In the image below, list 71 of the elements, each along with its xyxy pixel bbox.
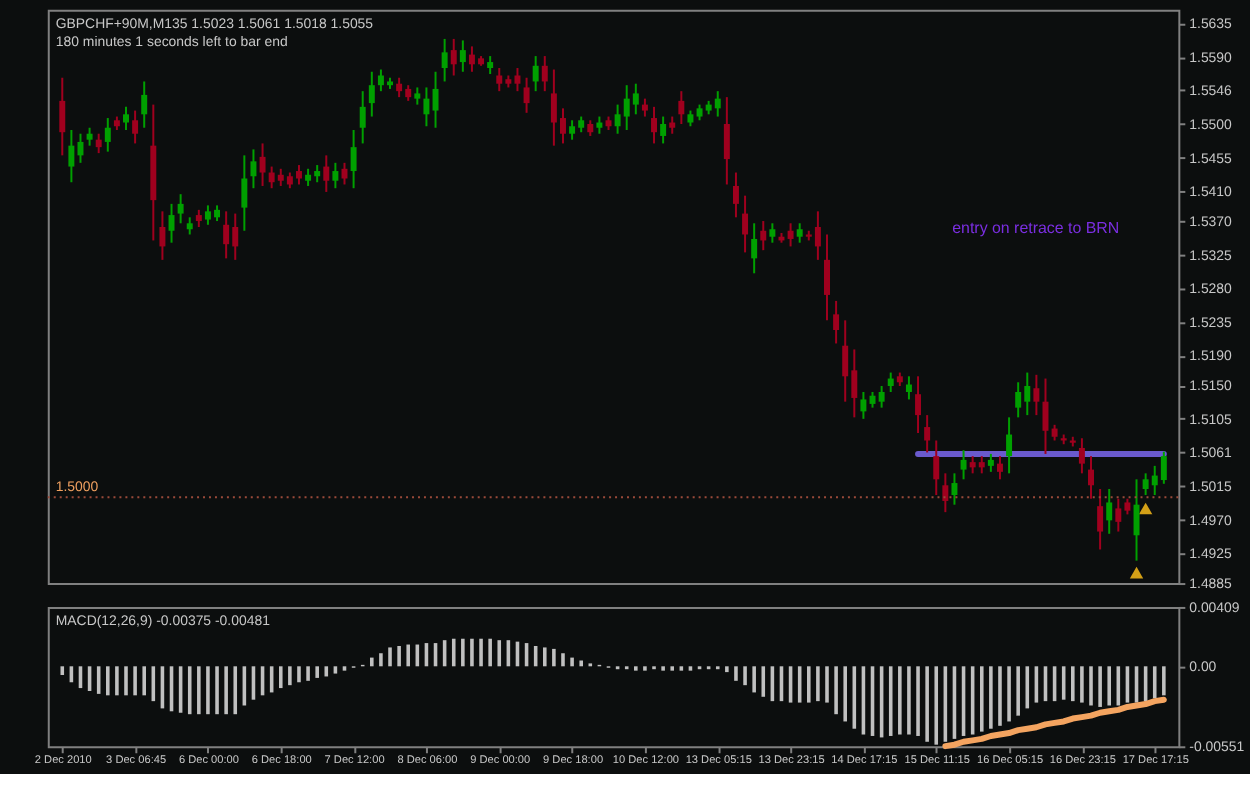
candlestick bbox=[760, 220, 767, 252]
candlestick bbox=[459, 39, 466, 73]
candlestick bbox=[878, 385, 885, 409]
candlestick bbox=[423, 86, 430, 128]
candlestick bbox=[159, 210, 166, 261]
candlestick bbox=[1006, 416, 1013, 475]
candlestick bbox=[1033, 373, 1040, 417]
candlestick bbox=[632, 82, 639, 116]
candlestick bbox=[887, 371, 894, 393]
candlestick bbox=[95, 132, 102, 155]
candlestick bbox=[450, 37, 457, 77]
candlestick bbox=[1133, 478, 1140, 562]
candlestick bbox=[1078, 437, 1085, 475]
candlestick bbox=[1097, 488, 1104, 551]
candlestick bbox=[678, 90, 685, 126]
candlestick bbox=[833, 299, 840, 345]
candlestick bbox=[1088, 455, 1094, 500]
candlestick bbox=[860, 390, 867, 420]
candlestick bbox=[359, 90, 366, 145]
candlestick bbox=[441, 37, 448, 83]
candlestick bbox=[787, 222, 794, 248]
candlestick bbox=[714, 90, 721, 118]
candlestick bbox=[259, 142, 266, 187]
candlestick bbox=[1115, 497, 1122, 533]
candlestick bbox=[68, 128, 75, 184]
candlestick bbox=[723, 96, 730, 186]
candlestick bbox=[141, 80, 148, 129]
candlestick bbox=[751, 222, 758, 275]
candlestick bbox=[350, 128, 357, 190]
candlestick bbox=[942, 472, 949, 514]
line-series bbox=[942, 696, 1167, 750]
candlestick bbox=[250, 148, 257, 190]
candlestick bbox=[104, 117, 111, 153]
candlestick bbox=[223, 210, 230, 260]
candlestick bbox=[523, 76, 530, 114]
candlestick bbox=[924, 414, 931, 454]
candlestick bbox=[432, 70, 439, 129]
candlestick bbox=[168, 202, 175, 244]
candlestick bbox=[905, 375, 912, 401]
candlestick bbox=[132, 109, 139, 145]
candlestick bbox=[59, 76, 66, 157]
candlestick bbox=[541, 55, 548, 93]
candlestick bbox=[996, 455, 1003, 481]
candlestick bbox=[569, 119, 576, 141]
candlestick bbox=[660, 115, 667, 145]
candlestick bbox=[241, 154, 248, 232]
candlestick bbox=[496, 67, 503, 93]
candlestick bbox=[177, 193, 184, 225]
candlestick bbox=[742, 194, 749, 254]
candlestick bbox=[769, 222, 776, 244]
candlestick bbox=[1106, 488, 1113, 535]
candlestick bbox=[960, 449, 967, 481]
candlestick bbox=[814, 210, 821, 261]
candlestick bbox=[323, 154, 330, 193]
candlestick bbox=[651, 105, 658, 145]
candlestick bbox=[532, 55, 539, 93]
candlestick bbox=[368, 70, 375, 118]
candlestick bbox=[332, 161, 339, 190]
candlestick bbox=[933, 439, 940, 496]
candlestick bbox=[123, 105, 129, 131]
annotation: entry on retrace to BRN bbox=[952, 218, 1120, 237]
candlestick bbox=[796, 222, 803, 244]
candlestick bbox=[842, 319, 849, 403]
candlestick bbox=[1015, 381, 1022, 419]
candlestick bbox=[732, 171, 739, 219]
candlestick bbox=[1160, 450, 1167, 485]
candlestick bbox=[951, 472, 958, 506]
candlestick bbox=[295, 164, 302, 186]
candlestick bbox=[915, 375, 922, 435]
candlestick bbox=[824, 233, 830, 322]
candlestick bbox=[396, 76, 403, 99]
